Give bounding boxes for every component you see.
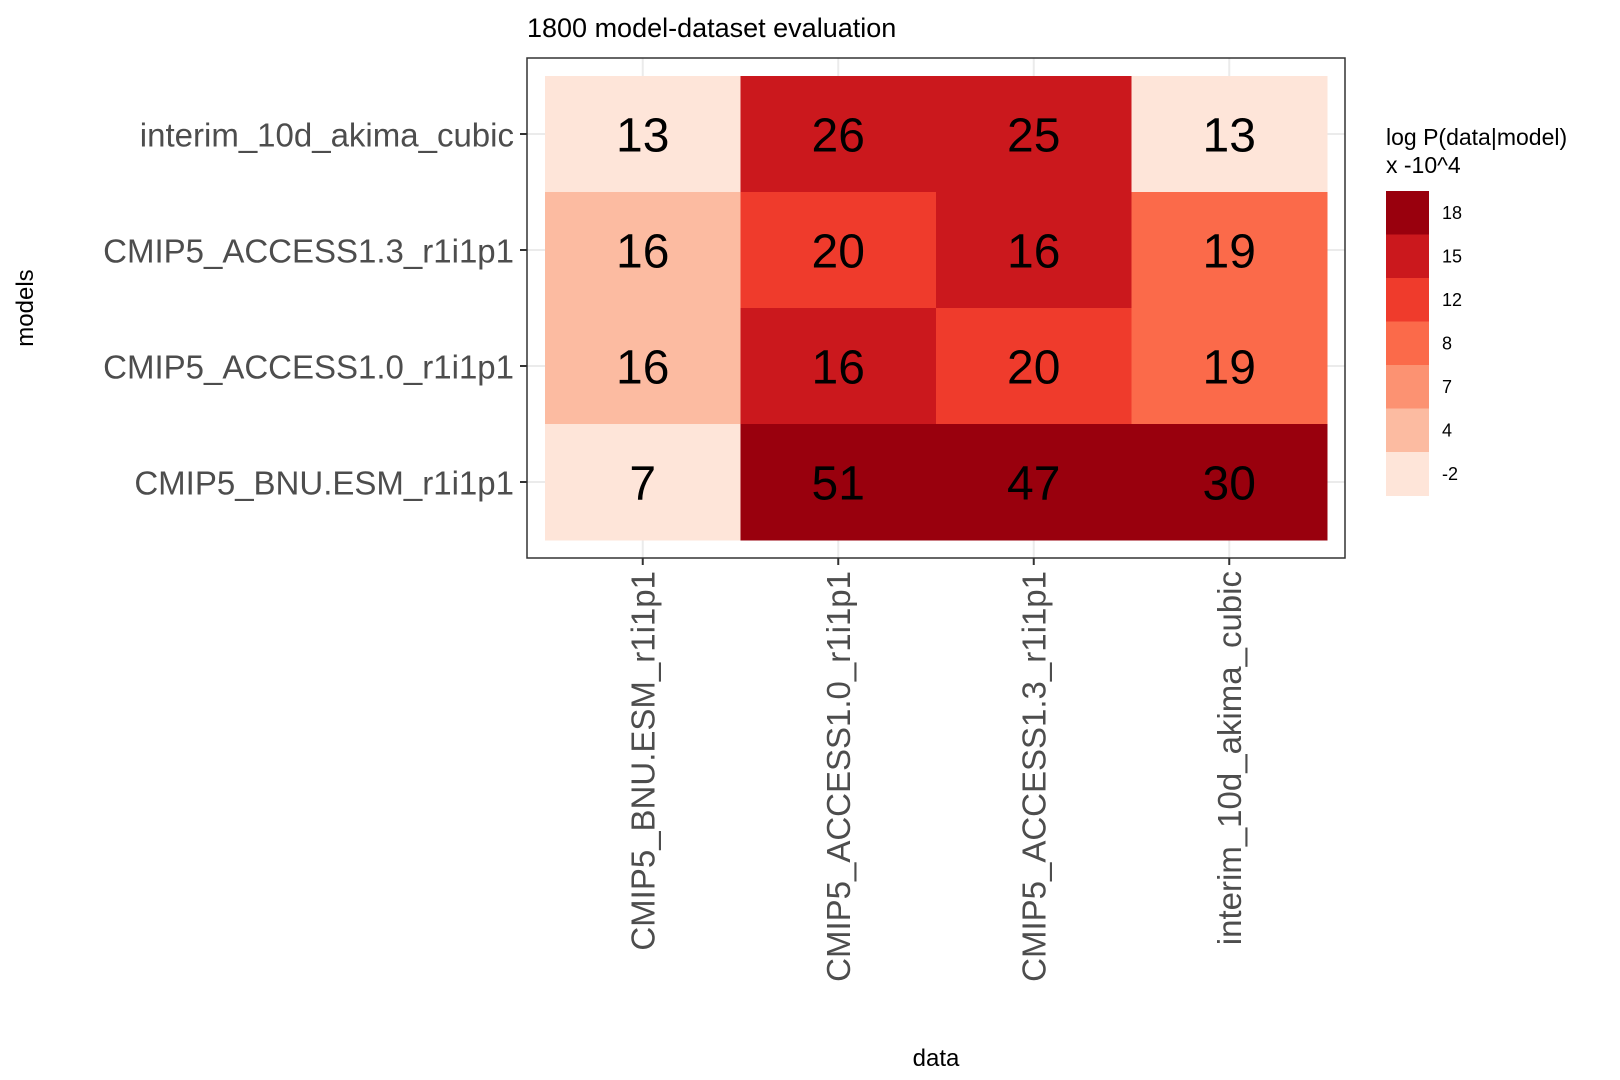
- legend-key-label: 8: [1442, 333, 1452, 353]
- cell-value-label: 16: [1007, 226, 1060, 279]
- heatmap-cell: [545, 192, 741, 309]
- heatmap-cell: [545, 424, 741, 541]
- cell-value-label: 20: [1007, 342, 1060, 395]
- heatmap-cell: [1131, 192, 1328, 309]
- cell-value-label: 16: [812, 342, 865, 395]
- heatmap-cell: [1131, 424, 1328, 541]
- heatmap-cell: [740, 424, 937, 541]
- legend-key-label: -2: [1442, 464, 1458, 484]
- x-axis-title: data: [913, 1045, 960, 1072]
- heatmap-cell: [1131, 308, 1328, 425]
- x-tick-label: CMIP5_ACCESS1.0_r1i1p1: [820, 571, 857, 982]
- legend-keys: 18 15 12 8 7 4 -2: [1386, 191, 1462, 496]
- cell-value-labels: 13 26 25 13 16 20 16 19 16 16 20 19 7 51 47 30: [616, 110, 1256, 511]
- cell-value-label: 19: [1203, 226, 1256, 279]
- heatmap-cell: [545, 76, 741, 193]
- cell-value-label: 19: [1203, 342, 1256, 395]
- heatmap-cell: [1131, 76, 1328, 193]
- legend: log P(data|model) x -10^4 18 15 12 8 7 4 -2: [1386, 124, 1567, 496]
- legend-key-swatch: [1386, 408, 1429, 453]
- cell-value-label: 13: [1203, 110, 1256, 163]
- cell-value-label: 16: [616, 226, 669, 279]
- legend-key-swatch: [1386, 234, 1429, 279]
- x-tick-label: CMIP5_BNU.ESM_r1i1p1: [624, 571, 661, 951]
- cell-value-label: 16: [616, 342, 669, 395]
- chart-title: 1800 model-dataset evaluation: [527, 13, 896, 43]
- cell-value-label: 13: [616, 110, 669, 163]
- y-axis-title: models: [12, 269, 39, 346]
- legend-key-label: 4: [1442, 420, 1452, 440]
- cell-value-label: 20: [812, 226, 865, 279]
- panel-border: [526, 57, 1346, 559]
- legend-key-swatch: [1386, 365, 1429, 409]
- y-tick-label: CMIP5_BNU.ESM_r1i1p1: [134, 465, 514, 502]
- cell-value-label: 47: [1007, 458, 1060, 511]
- heatmap-cell: [936, 76, 1132, 193]
- legend-key-label: 15: [1442, 246, 1462, 266]
- legend-title-line1: log P(data|model): [1386, 124, 1567, 150]
- x-tick-label: CMIP5_ACCESS1.3_r1i1p1: [1015, 571, 1052, 982]
- heatmap-cells: [545, 76, 1328, 541]
- legend-key-swatch: [1386, 321, 1429, 366]
- cell-value-label: 51: [812, 458, 865, 511]
- legend-key-label: 12: [1442, 290, 1462, 310]
- legend-key-swatch: [1386, 452, 1429, 496]
- heatmap-cell: [545, 308, 741, 425]
- x-axis-ticks: CMIP5_BNU.ESM_r1i1p1 CMIP5_ACCESS1.0_r1i1…: [624, 558, 1248, 982]
- heatmap-cell: [740, 192, 937, 309]
- legend-key-swatch: [1386, 278, 1429, 322]
- y-tick-label: CMIP5_ACCESS1.3_r1i1p1: [103, 233, 514, 270]
- x-tick-label: interim_10d_akima_cubic: [1211, 571, 1248, 945]
- heatmap-cell: [936, 308, 1132, 425]
- cell-value-label: 25: [1007, 110, 1060, 163]
- legend-key-label: 7: [1442, 377, 1452, 397]
- cell-value-label: 30: [1203, 458, 1256, 511]
- heatmap-cell: [936, 192, 1132, 309]
- heatmap-cell: [740, 76, 937, 193]
- cell-value-label: 7: [629, 458, 656, 511]
- cell-value-label: 26: [812, 110, 865, 163]
- y-axis-ticks: interim_10d_akima_cubic CMIP5_ACCESS1.3_r…: [103, 117, 527, 502]
- heatmap-cell: [936, 424, 1132, 541]
- heatmap-cell: [740, 308, 937, 425]
- legend-key-swatch: [1386, 191, 1429, 235]
- legend-title-line2: x -10^4: [1386, 152, 1461, 178]
- y-tick-label: CMIP5_ACCESS1.0_r1i1p1: [103, 349, 514, 386]
- y-tick-label: interim_10d_akima_cubic: [140, 117, 514, 154]
- legend-key-label: 18: [1442, 203, 1462, 223]
